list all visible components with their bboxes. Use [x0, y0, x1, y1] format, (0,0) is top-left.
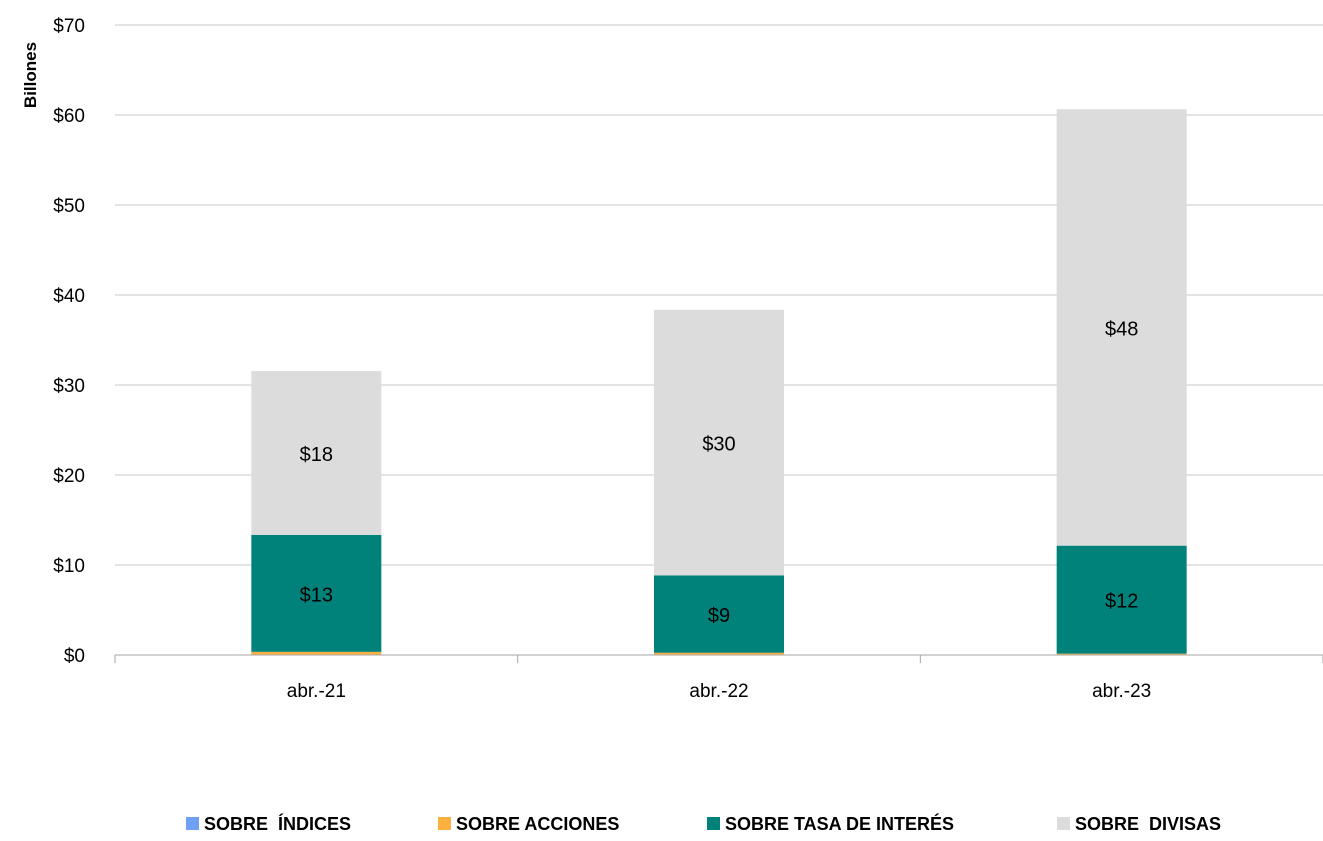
- legend-item: SOBRE ÍNDICES: [186, 813, 351, 834]
- data-label: $48: [1105, 318, 1138, 340]
- y-tick-label: $0: [64, 646, 85, 667]
- data-label: $18: [300, 444, 333, 466]
- y-tick-label: $20: [53, 466, 85, 487]
- y-tick-label: $30: [53, 376, 85, 397]
- axes: [114, 654, 1323, 663]
- bar-segment: [1056, 109, 1187, 546]
- data-label: $9: [708, 605, 730, 627]
- x-tick-label: abr.-23: [1092, 681, 1151, 702]
- x-tick-label: abr.-21: [287, 681, 346, 702]
- data-label: $12: [1105, 591, 1138, 613]
- bar-segment: [654, 309, 784, 576]
- y-axis-title: Billones: [21, 42, 40, 108]
- legend-label: SOBRE DIVISAS: [1075, 814, 1221, 834]
- legend-item: SOBRE DIVISAS: [1057, 814, 1221, 834]
- y-tick-label: $60: [53, 106, 85, 127]
- data-label: $13: [300, 584, 333, 606]
- legend-swatch: [707, 817, 720, 830]
- legend-label: SOBRE TASA DE INTERÉS: [725, 813, 954, 834]
- x-tick-labels: abr.-21 abr.-22 abr.-23: [287, 681, 1151, 702]
- y-tick-labels: $0 $10 $20 $30 $40 $50 $60 $70: [53, 16, 85, 667]
- bar-segment: [654, 575, 784, 653]
- bar-segment: [251, 534, 382, 652]
- legend-label: SOBRE ÍNDICES: [204, 813, 351, 834]
- y-tick-label: $40: [53, 286, 85, 307]
- bar-segment: [654, 652, 784, 655]
- legend-swatch: [1057, 817, 1070, 830]
- bar-segment: [1056, 653, 1187, 655]
- legend-item: SOBRE TASA DE INTERÉS: [707, 813, 954, 834]
- bar-segment: [251, 371, 382, 535]
- x-tick-label: abr.-22: [689, 681, 748, 702]
- y-tick-label: $50: [53, 196, 85, 217]
- bar-segment: [251, 651, 382, 655]
- bars: [251, 109, 1187, 655]
- legend-swatch: [438, 817, 451, 830]
- legend-item: SOBRE ACCIONES: [438, 814, 619, 834]
- y-tick-label: $70: [53, 16, 85, 37]
- data-label: $30: [702, 434, 735, 456]
- data-labels: $13 $18 $9 $30 $12 $48: [300, 318, 1139, 627]
- y-tick-label: $10: [53, 556, 85, 577]
- bar-segment: [1056, 545, 1187, 654]
- legend: SOBRE ÍNDICES SOBRE ACCIONES SOBRE TASA DE…: [186, 813, 1221, 834]
- legend-label: SOBRE ACCIONES: [456, 814, 619, 834]
- legend-swatch: [186, 817, 199, 830]
